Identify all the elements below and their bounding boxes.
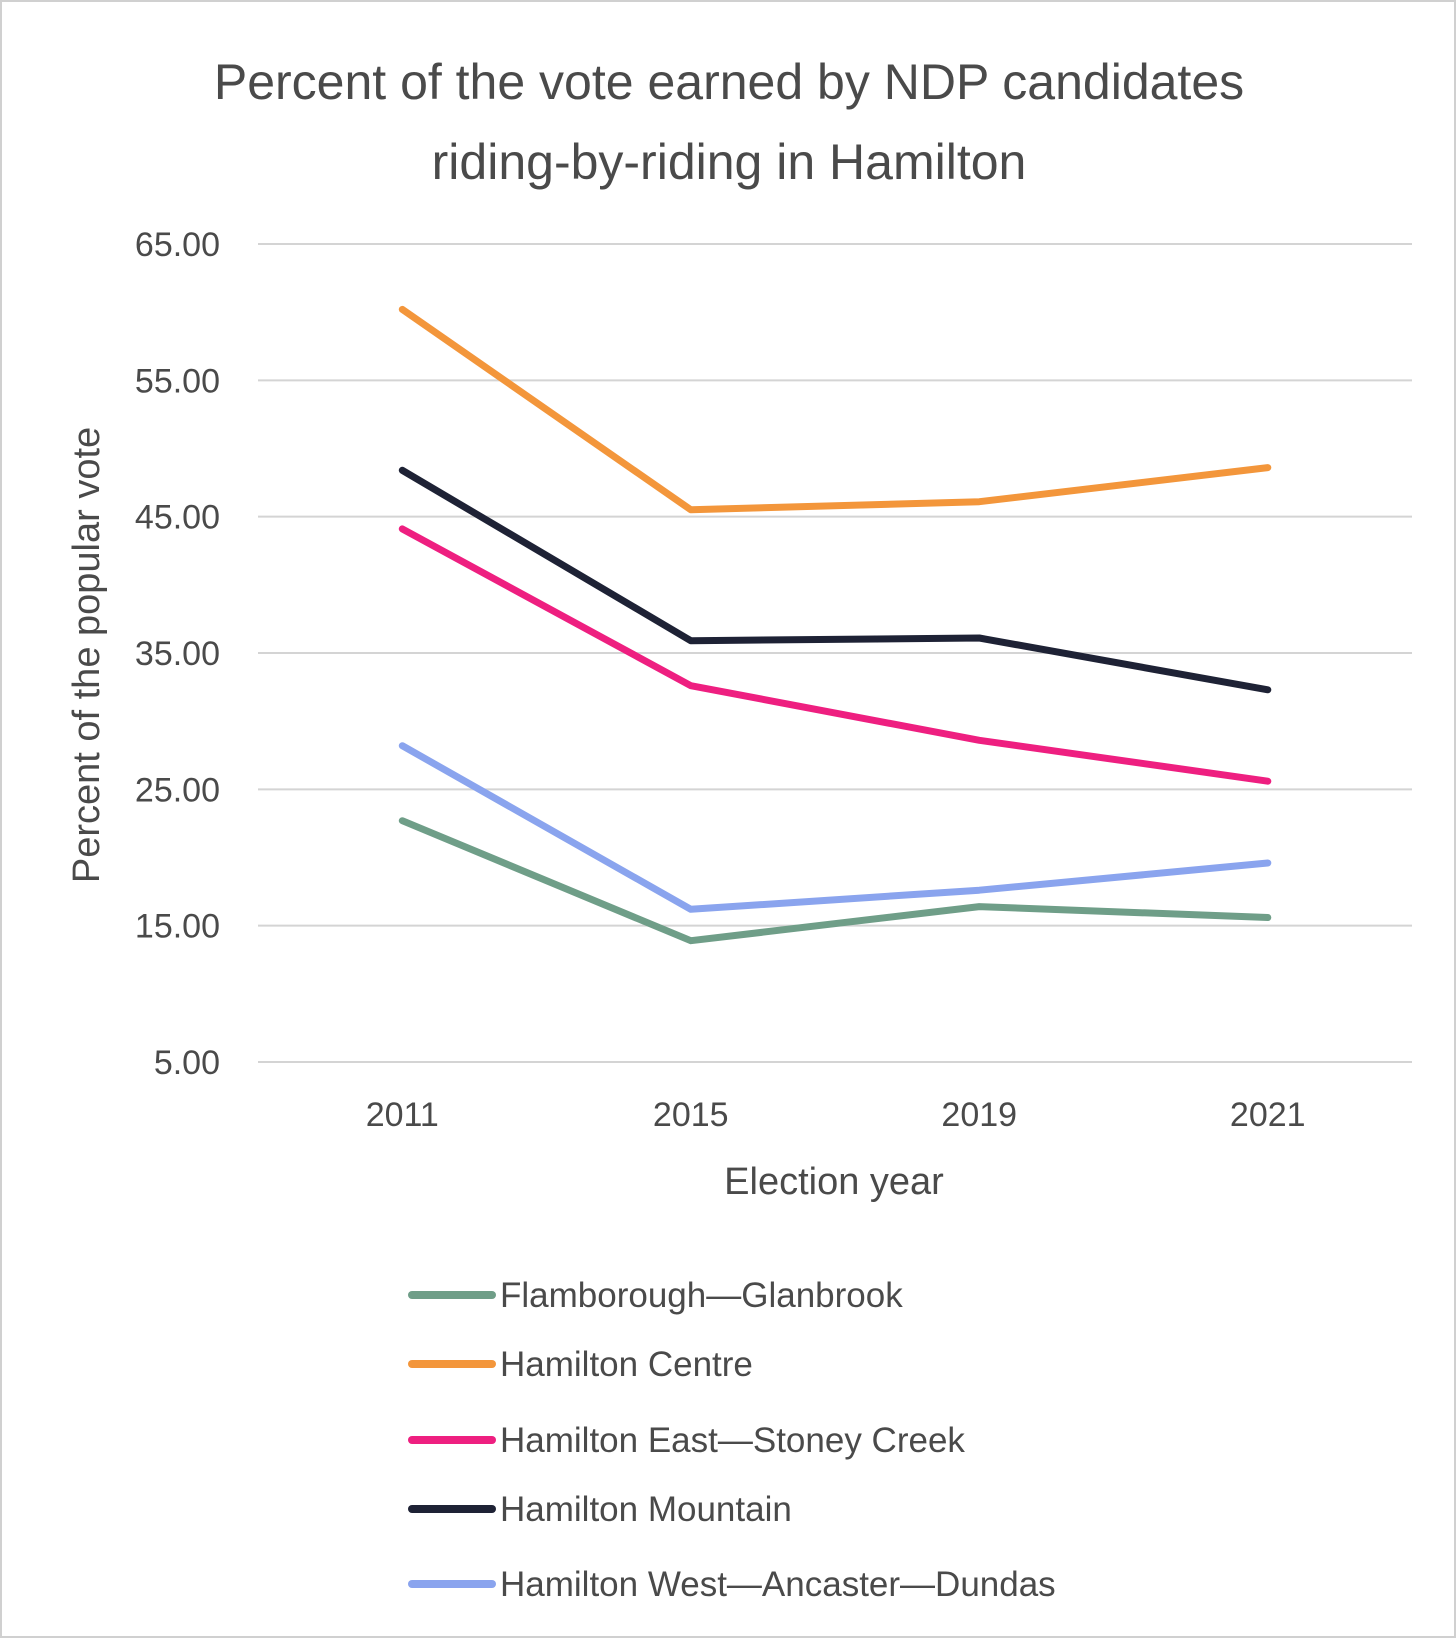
legend-label-hamilton-east-stoney-creek: Hamilton East—Stoney Creek (500, 1421, 965, 1460)
y-axis-label: Percent of the popular vote (66, 427, 108, 883)
chart-title-line-2: riding-by-riding in Hamilton (432, 134, 1027, 190)
series-line-flamborough-glanbrook (398, 817, 1272, 945)
legend-label-hamilton-centre: Hamilton Centre (500, 1345, 753, 1384)
legend-label-hamilton-west-ancaster-dundas: Hamilton West—Ancaster—Dundas (500, 1565, 1056, 1604)
legend-label-hamilton-mountain: Hamilton Mountain (500, 1490, 792, 1529)
x-axis-label: Election year (724, 1161, 944, 1203)
gridlines (258, 243, 1412, 1063)
y-tick-label: 65.00 (135, 226, 220, 264)
y-tick-label: 5.00 (154, 1044, 220, 1082)
chart-title-line-1: Percent of the vote earned by NDP candid… (214, 54, 1244, 110)
x-tick-label: 2011 (366, 1096, 439, 1134)
y-tick-label: 45.00 (135, 499, 220, 537)
series-line-hamilton-east-stoney-creek (398, 525, 1272, 785)
series-line-hamilton-centre (398, 305, 1272, 514)
y-tick-label: 35.00 (135, 635, 220, 673)
x-tick-label: 2021 (1230, 1096, 1306, 1134)
y-tick-label: 55.00 (135, 362, 220, 400)
series-lines (398, 305, 1272, 945)
y-tick-label: 25.00 (135, 771, 220, 809)
legend: Flamborough—Glanbrook Hamilton Centre Hami… (408, 1276, 1056, 1604)
series-line-hamilton-mountain (398, 466, 1272, 694)
legend-label-flamborough-glanbrook: Flamborough—Glanbrook (500, 1276, 903, 1315)
x-tick-label: 2015 (653, 1096, 729, 1134)
x-tick-label: 2019 (941, 1096, 1017, 1134)
x-axis-ticks: 2011 2015 2019 2021 (366, 1096, 1306, 1134)
y-axis-ticks: 5.00 15.00 25.00 35.00 45.00 55.00 65.00 (135, 226, 220, 1082)
y-tick-label: 15.00 (135, 908, 220, 946)
series-line-hamilton-west-ancaster-dundas (398, 742, 1272, 913)
